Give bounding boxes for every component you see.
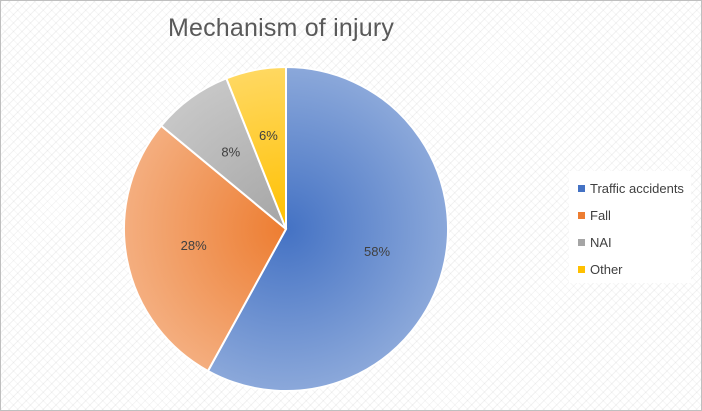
- legend-label: Other: [590, 262, 623, 277]
- legend-label: Traffic accidents: [590, 181, 684, 196]
- legend-item: Traffic accidents: [578, 175, 691, 202]
- pie-slice: [225, 65, 287, 230]
- legend-swatch: [578, 266, 585, 273]
- pie-slice: [123, 124, 288, 373]
- legend: Traffic accidents Fall NAI Other: [569, 171, 691, 283]
- legend-swatch: [578, 185, 585, 192]
- legend-item: Other: [578, 256, 691, 283]
- legend-label: Fall: [590, 208, 611, 223]
- legend-item: Fall: [578, 202, 691, 229]
- chart-title: Mechanism of injury: [167, 14, 395, 42]
- data-label: 8%: [221, 144, 240, 159]
- legend-label: NAI: [590, 235, 612, 250]
- data-label: 58%: [364, 244, 390, 259]
- legend-item: NAI: [578, 229, 691, 256]
- legend-swatch: [578, 212, 585, 219]
- data-label: 6%: [259, 128, 278, 143]
- pie-slice: [206, 65, 449, 392]
- legend-swatch: [578, 239, 585, 246]
- data-label: 28%: [181, 238, 207, 253]
